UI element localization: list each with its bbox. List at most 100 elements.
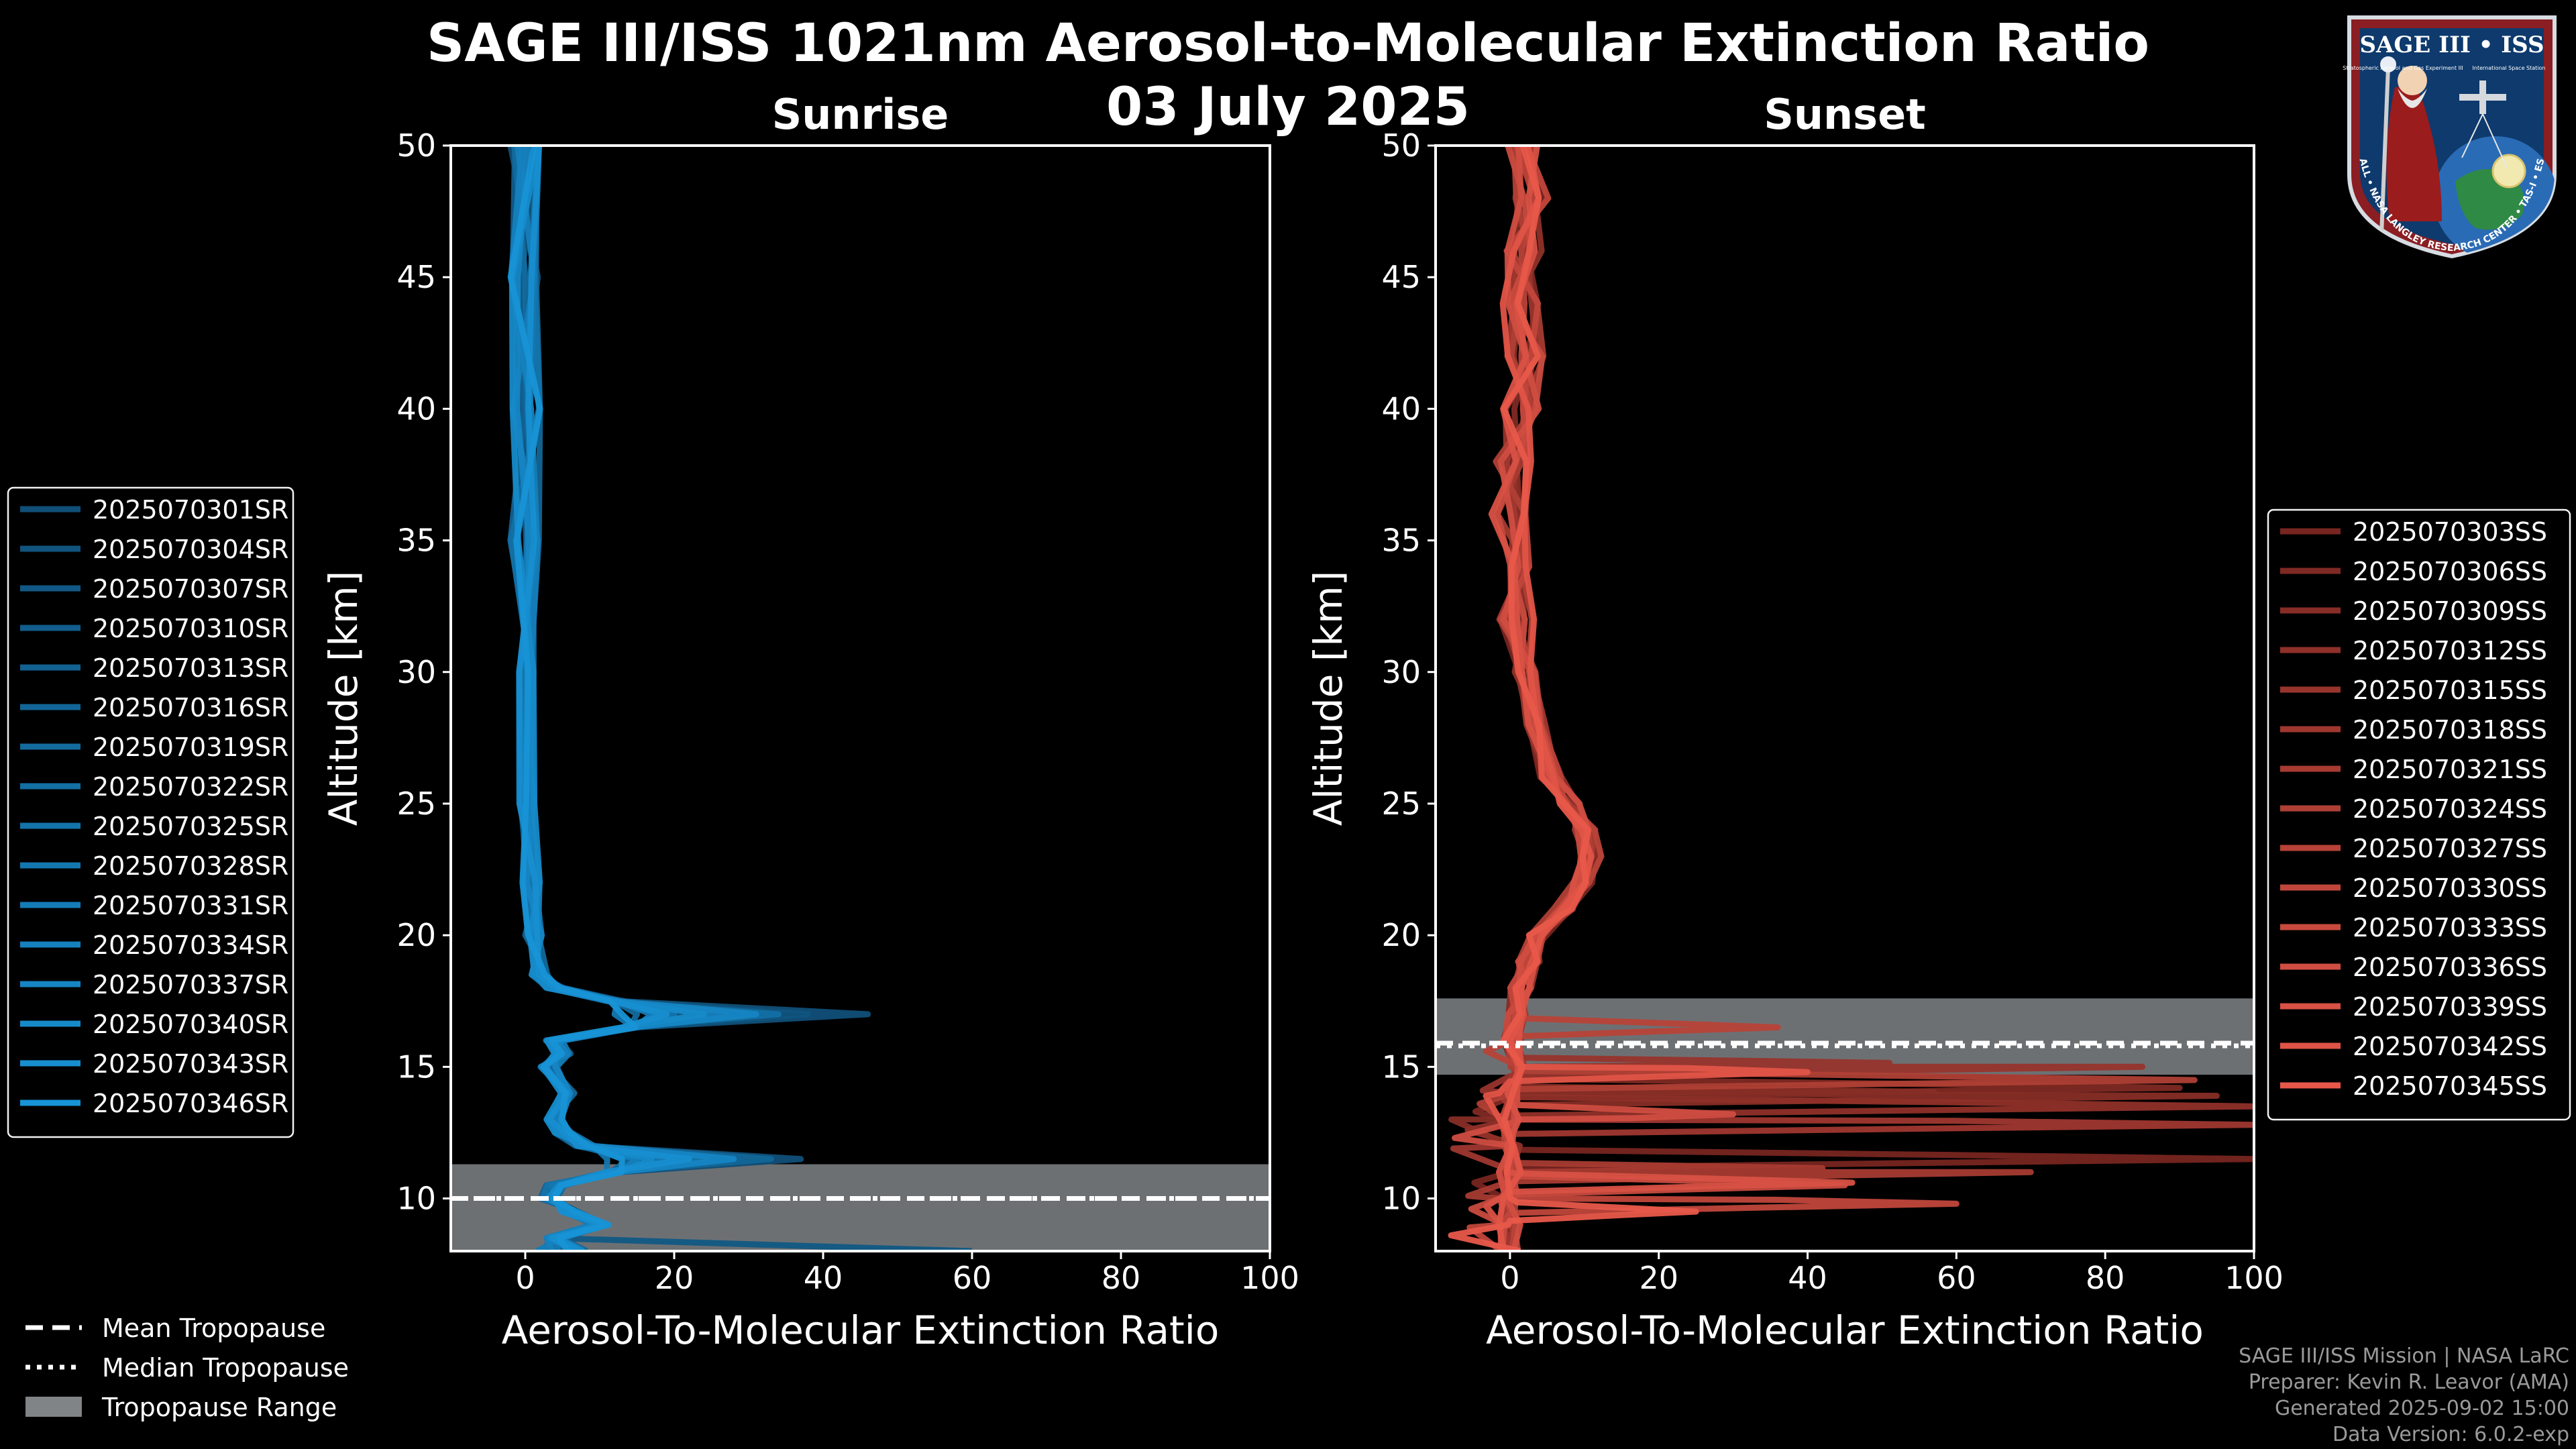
sunset-x-tick-label: 100 [2224,1260,2284,1296]
sunrise-profile-line-2025070322SR [508,146,782,1251]
sunrise-legend-label: 2025070310SR [93,614,288,643]
sunrise-legend-label: 2025070325SR [93,812,288,841]
sunset-legend-label: 2025070309SS [2353,596,2547,626]
sunrise-y-tick-label: 10 [396,1181,436,1217]
credits-mission: SAGE III/ISS Mission | NASA LaRC [2239,1344,2569,1368]
sunset-y-tick-label: 45 [1381,259,1421,295]
sunset-axes-frame [1434,144,2255,1252]
sunrise-y-tick-label: 35 [396,523,436,559]
sunrise-x-tick-label: 0 [515,1260,535,1296]
sunset-y-tick-label: 10 [1381,1181,1421,1217]
sunset-legend-label: 2025070318SS [2353,715,2547,745]
sunrise-profile-line-2025070310SR [509,146,752,1251]
logo-title-text: SAGE III • ISS [2359,32,2544,58]
sunrise-legend-label: 2025070343SR [93,1049,288,1079]
sunset-legend-label: 2025070339SS [2353,992,2547,1022]
sunrise-panel [443,144,1271,1259]
tropopause-legend-range-swatch [25,1397,82,1417]
sunrise-profiles [507,146,973,1251]
sunset-legend-label: 2025070342SS [2353,1032,2547,1061]
sunrise-legend: 2025070301SR 2025070304SR 2025070307SR 2025… [7,486,294,1138]
sunrise-profile-line-2025070325SR [512,146,707,1251]
tropopause-legend-range-label: Tropopause Range [101,1393,337,1422]
sunrise-profile-line-2025070313SR [507,146,714,1251]
sunrise-legend-label: 2025070328SR [93,851,288,881]
sunset-legend-label: 2025070330SS [2353,873,2547,903]
sunset-y-tick-label: 30 [1381,654,1421,690]
sunset-legend-label: 2025070312SS [2353,636,2547,665]
sunset-x-tick-label: 0 [1500,1260,1519,1296]
sunrise-profile-line-2025070331SR [510,146,730,1251]
sunrise-legend-label: 2025070322SR [93,772,288,802]
sunrise-profile-line-2025070307SR [517,146,973,1251]
sunset-y-axis-label: Altitude [km] [1305,571,1351,826]
sunrise-legend-label: 2025070331SR [93,891,288,920]
sunrise-y-tick-label: 30 [396,654,436,690]
credits-preparer: Preparer: Kevin R. Leavor (AMA) [2248,1371,2569,1394]
sunset-legend-label: 2025070336SS [2353,953,2547,982]
sunset-y-tick-label: 15 [1381,1049,1421,1085]
sunset-legend-label: 2025070327SS [2353,834,2547,863]
sunrise-legend-label: 2025070319SR [93,733,288,762]
sage-iss-mission-patch-logo: SAGE III • ISS Stratospheric Aerosol and… [2341,13,2557,259]
sunset-x-tick-label: 20 [1639,1260,1678,1296]
sunrise-y-tick-label: 20 [396,917,436,953]
sunset-y-tick-label: 40 [1381,390,1421,427]
sunset-profile-line-2025070345SS [1448,146,1699,1251]
sunset-legend: 2025070303SS 2025070306SS 2025070309SS 2025… [2267,508,2571,1121]
sunrise-x-tick-label: 60 [953,1260,992,1296]
sunrise-y-tick-label: 45 [396,259,436,295]
sunrise-y-tick-label: 15 [396,1049,436,1085]
sunrise-legend-label: 2025070316SR [93,693,288,722]
sunset-legend-label: 2025070324SS [2353,794,2547,824]
sunset-panel-title: Sunset [1764,90,1926,139]
sunrise-y-tick-label: 40 [396,390,436,427]
credits-block: SAGE III/ISS Mission | NASA LaRC Prepare… [2239,1343,2569,1448]
tropopause-legend-median-label: Median Tropopause [102,1353,349,1383]
sunrise-legend-label: 2025070346SR [93,1089,288,1118]
sunrise-x-tick-label: 40 [804,1260,843,1296]
sunrise-y-tick-label: 25 [396,786,436,822]
credits-data-version: Data Version: 6.0.2-exp [2332,1423,2569,1446]
sunset-x-tick-label: 40 [1788,1260,1827,1296]
sunrise-legend-box [7,486,294,1138]
sunset-panel [1428,144,2255,1259]
sunset-legend-box [2267,508,2571,1121]
chart-date: 03 July 2025 [1106,77,1470,138]
sunrise-y-axis-label: Altitude [km] [321,571,366,826]
sunrise-profile-line-2025070343SR [516,146,692,1251]
sunset-y-tick-label: 20 [1381,917,1421,953]
credits-generated: Generated 2025-09-02 15:00 [2274,1397,2569,1420]
sunset-profile-line-2025070342SS [1483,146,1811,1251]
sunrise-x-tick-label: 80 [1102,1260,1141,1296]
tropopause-legend-mean-label: Mean Tropopause [102,1313,325,1343]
sunset-profiles [1448,146,2254,1251]
sunrise-profile-line-2025070346SR [507,146,639,1251]
sunrise-legend-label: 2025070334SR [93,930,288,960]
sunset-legend-label: 2025070345SS [2353,1071,2547,1101]
sunrise-legend-label: 2025070301SR [93,495,288,525]
sunrise-panel-title: Sunrise [772,90,949,139]
logo-subtitle-left: Stratospheric Aerosol and Gas Experiment… [2343,65,2463,71]
logo-subtitle-right: International Space Station [2473,65,2546,71]
tropopause-legend: Mean Tropopause Median Tropopause Tropopau… [25,1313,349,1422]
sunrise-axes-frame [449,144,1271,1252]
sunset-y-tick-label: 50 [1381,127,1421,164]
sunrise-x-tick-label: 100 [1240,1260,1299,1296]
sunrise-legend-label: 2025070340SR [93,1010,288,1039]
sunrise-profile-line-2025070340SR [508,146,707,1251]
sunrise-y-tick-label: 50 [396,127,436,164]
sunrise-x-axis-label: Aerosol-To-Molecular Extinction Ratio [502,1307,1220,1353]
sunset-legend-label: 2025070303SS [2353,517,2547,547]
sunrise-x-tick-label: 20 [655,1260,694,1296]
sunset-legend-label: 2025070333SS [2353,913,2547,943]
sunrise-legend-label: 2025070337SR [93,970,288,1000]
sunrise-legend-label: 2025070304SR [93,535,288,564]
sunset-x-tick-label: 80 [2086,1260,2125,1296]
sunrise-legend-label: 2025070313SR [93,653,288,683]
sunset-legend-label: 2025070315SS [2353,676,2547,705]
sunset-x-axis-label: Aerosol-To-Molecular Extinction Ratio [1486,1307,2204,1353]
sunset-x-tick-label: 60 [1937,1260,1976,1296]
sunset-legend-label: 2025070306SS [2353,557,2547,586]
